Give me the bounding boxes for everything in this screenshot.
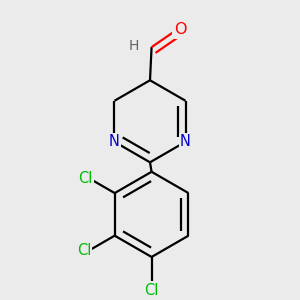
Text: O: O (174, 22, 186, 37)
Text: N: N (180, 134, 191, 149)
Text: Cl: Cl (144, 283, 159, 298)
Text: H: H (129, 39, 140, 52)
Text: Cl: Cl (78, 171, 93, 186)
Text: N: N (109, 134, 120, 149)
Text: Cl: Cl (77, 243, 91, 258)
